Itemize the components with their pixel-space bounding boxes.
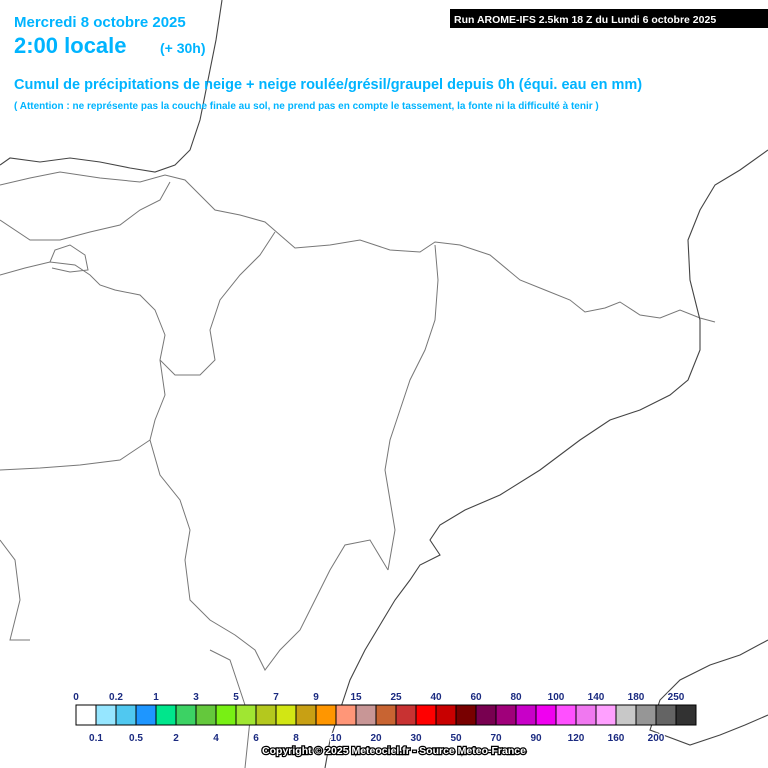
legend-swatch xyxy=(455,704,477,726)
legend-swatch xyxy=(535,704,557,726)
run-box xyxy=(450,9,768,28)
legend-swatch xyxy=(395,704,417,726)
legend-label: 0 xyxy=(73,692,79,703)
legend-swatch xyxy=(575,704,597,726)
legend-label: 9 xyxy=(313,692,319,703)
legend-label: 1 xyxy=(153,692,159,703)
legend-label: 70 xyxy=(490,733,502,744)
legend-label: 3 xyxy=(193,692,199,703)
legend-swatch xyxy=(95,704,117,726)
legend-swatch xyxy=(175,704,197,726)
legend-swatch xyxy=(495,704,517,726)
legend-swatch xyxy=(675,704,697,726)
legend-swatch xyxy=(655,704,677,726)
legend-swatch xyxy=(335,704,357,726)
legend-swatch xyxy=(155,704,177,726)
legend-label: 0.5 xyxy=(129,733,143,744)
legend-label: 6 xyxy=(253,733,259,744)
legend-swatch xyxy=(515,704,537,726)
legend-label: 15 xyxy=(350,692,362,703)
legend-label: 8 xyxy=(293,733,299,744)
legend-swatch xyxy=(555,704,577,726)
legend-swatch xyxy=(635,704,657,726)
color-legend: 0 0.2 1 3 5 7 9 15 25 40 60 80 100 140 180 250 0.1 0.5 2 4 6… xyxy=(72,691,697,745)
forecast-time: 2:00 locale xyxy=(14,33,127,58)
legend-label: 25 xyxy=(390,692,402,703)
legend-label: 0.2 xyxy=(109,692,123,703)
legend-label: 30 xyxy=(410,733,422,744)
legend-swatch xyxy=(215,704,237,726)
run-info: Run AROME-IFS 2.5km 18 Z du Lundi 6 octo… xyxy=(454,14,716,26)
legend-label: 5 xyxy=(233,692,239,703)
legend-label: 90 xyxy=(530,733,542,744)
legend-label: 10 xyxy=(330,733,342,744)
legend-label: 7 xyxy=(273,692,279,703)
legend-swatch xyxy=(615,704,637,726)
legend-swatch xyxy=(355,704,377,726)
legend-label: 250 xyxy=(668,692,685,703)
legend-swatch xyxy=(295,704,317,726)
legend-swatch xyxy=(75,704,97,726)
legend-label: 140 xyxy=(588,692,605,703)
forecast-date: Mercredi 8 octobre 2025 xyxy=(14,14,186,31)
legend-label: 120 xyxy=(568,733,585,744)
map-title: Cumul de précipitations de neige + neige… xyxy=(14,77,642,93)
legend-swatch xyxy=(595,704,617,726)
legend-swatch xyxy=(195,704,217,726)
legend-label: 2 xyxy=(173,733,179,744)
legend-label: 20 xyxy=(370,733,382,744)
legend-label: 100 xyxy=(548,692,565,703)
legend-label: 80 xyxy=(510,692,522,703)
legend-swatch xyxy=(415,704,437,726)
legend-swatch xyxy=(115,704,137,726)
legend-label: 180 xyxy=(628,692,645,703)
legend-label: 0.1 xyxy=(89,733,103,744)
legend-swatch xyxy=(435,704,457,726)
legend-label: 200 xyxy=(648,733,665,744)
forecast-offset: (+ 30h) xyxy=(160,40,206,56)
legend-label: 40 xyxy=(430,692,442,703)
legend-label: 60 xyxy=(470,692,482,703)
legend-swatch xyxy=(475,704,497,726)
legend-swatch xyxy=(255,704,277,726)
legend-label: 50 xyxy=(450,733,462,744)
copyright: Copyright © 2025 Meteociel.fr - Source M… xyxy=(262,745,526,757)
legend-swatch xyxy=(275,704,297,726)
legend-swatch xyxy=(315,704,337,726)
legend-swatch xyxy=(135,704,157,726)
legend-label: 4 xyxy=(213,733,219,744)
legend-swatch xyxy=(375,704,397,726)
map-note: ( Attention : ne représente pas la couch… xyxy=(14,101,599,112)
legend-label: 160 xyxy=(608,733,625,744)
legend-swatch xyxy=(235,704,257,726)
